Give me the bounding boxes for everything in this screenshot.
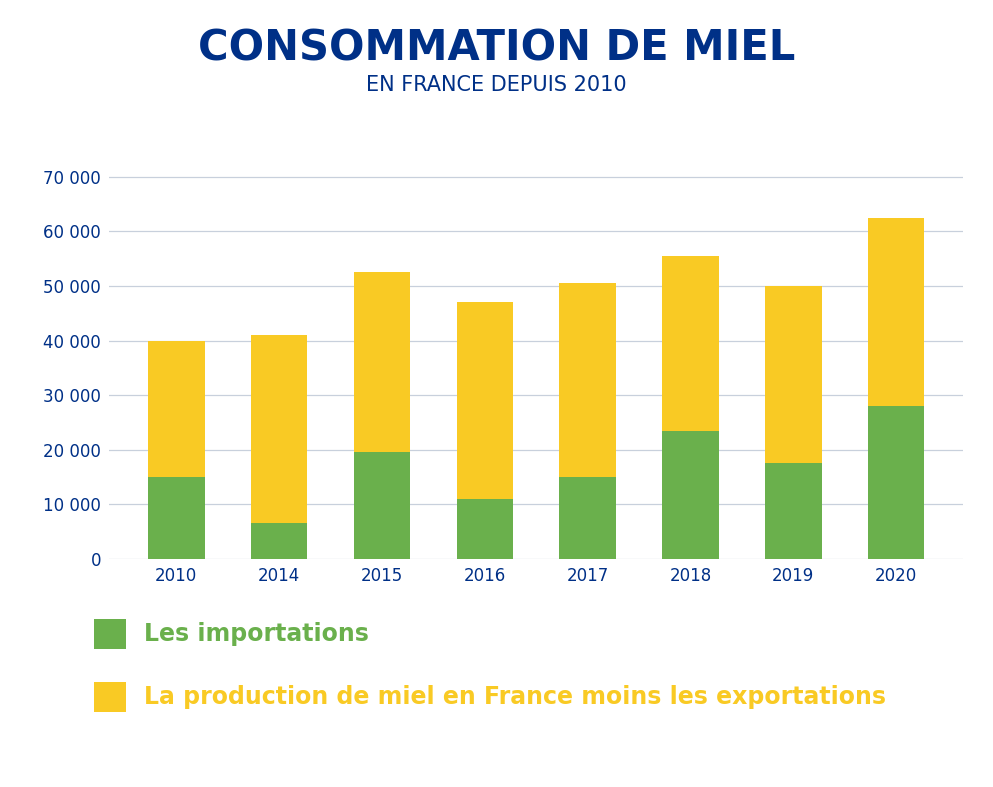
Bar	[765, 286, 821, 464]
Bar	[251, 523, 308, 559]
Bar	[251, 335, 308, 523]
Bar	[662, 430, 719, 559]
Bar	[559, 477, 616, 559]
Bar	[148, 341, 205, 477]
Bar	[765, 464, 821, 559]
Bar	[868, 218, 924, 406]
Text: EN FRANCE DEPUIS 2010: EN FRANCE DEPUIS 2010	[366, 75, 627, 94]
Bar	[457, 499, 513, 559]
Bar	[354, 453, 410, 559]
Text: La production de miel en France moins les exportations: La production de miel en France moins le…	[144, 685, 886, 709]
Bar	[662, 256, 719, 430]
Text: CONSOMMATION DE MIEL: CONSOMMATION DE MIEL	[198, 28, 795, 69]
Bar	[868, 406, 924, 559]
Bar	[559, 283, 616, 477]
Bar	[148, 477, 205, 559]
Bar	[354, 272, 410, 453]
Bar	[457, 302, 513, 499]
Text: Les importations: Les importations	[144, 623, 368, 646]
